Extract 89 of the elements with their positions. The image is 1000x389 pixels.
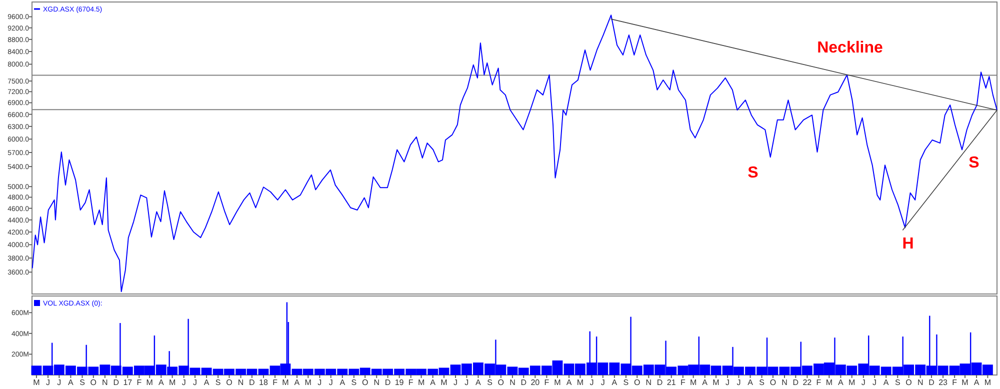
x-tick-label: O bbox=[362, 378, 368, 387]
x-tick-label: 18 bbox=[259, 378, 268, 387]
x-tick-label: A bbox=[566, 378, 572, 387]
x-tick-label: A bbox=[68, 378, 74, 387]
x-tick-label: O bbox=[770, 378, 776, 387]
x-tick-label: 17 bbox=[123, 378, 133, 387]
x-tick-label: M bbox=[576, 378, 584, 387]
x-tick-label: J bbox=[736, 378, 741, 387]
x-tick-label: M bbox=[440, 378, 448, 387]
x-tick-label: F bbox=[544, 378, 550, 387]
x-tick-label: M bbox=[962, 378, 969, 387]
x-tick-label: O bbox=[634, 378, 640, 387]
x-tick-label: M bbox=[712, 378, 720, 387]
x-tick-label: M bbox=[554, 378, 562, 387]
x-tick-label: M bbox=[168, 378, 176, 387]
x-tick-label: O bbox=[90, 378, 97, 387]
x-tick-label: F bbox=[136, 378, 142, 387]
annotation: H bbox=[902, 236, 914, 253]
x-tick-label: J bbox=[318, 378, 322, 387]
x-tick-label: A bbox=[158, 378, 164, 387]
x-tick-label: O bbox=[498, 378, 504, 387]
x-tick-label: J bbox=[57, 378, 62, 387]
x-tick-label: J bbox=[600, 378, 605, 387]
annotation: S bbox=[748, 164, 759, 182]
x-tick-label: N bbox=[238, 378, 244, 387]
x-tick-label: O bbox=[906, 378, 912, 387]
x-tick-label: M bbox=[282, 378, 290, 387]
annotation: Neckline bbox=[817, 40, 884, 57]
x-tick-label: F bbox=[952, 378, 958, 387]
x-tick-label: J bbox=[861, 378, 866, 387]
x-tick-label: J bbox=[328, 378, 333, 387]
x-tick-label: D bbox=[249, 378, 256, 387]
x-tick-label: F bbox=[816, 378, 822, 387]
x-tick-label: A bbox=[294, 378, 300, 387]
x-tick-label: M bbox=[984, 378, 992, 387]
x-tick-label: 21 bbox=[666, 378, 676, 387]
x-tick-label: S bbox=[623, 378, 629, 387]
x-tick-label: J bbox=[872, 378, 877, 387]
x-tick-label: D bbox=[656, 378, 663, 387]
x-tick-label: D bbox=[113, 378, 120, 387]
x-tick-label: S bbox=[894, 378, 900, 387]
x-tick-label: S bbox=[215, 378, 221, 387]
x-tick-label: 23 bbox=[938, 378, 948, 387]
x-tick-label: 19 bbox=[394, 378, 404, 387]
x-tick-label: A bbox=[883, 378, 890, 387]
x-tick-label: S bbox=[759, 378, 764, 387]
x-tick-label: 22 bbox=[802, 378, 812, 387]
x-tick-label: 20 bbox=[530, 378, 540, 387]
x-tick-label: S bbox=[351, 378, 357, 387]
x-tick-label: J bbox=[193, 378, 198, 387]
x-tick-label: F bbox=[408, 378, 414, 387]
x-tick-label: D bbox=[792, 378, 799, 387]
x-tick-label: N bbox=[102, 378, 108, 387]
x-tick-label: A bbox=[340, 378, 346, 387]
x-tick-label: S bbox=[80, 378, 85, 387]
x-tick-label: J bbox=[726, 378, 730, 387]
x-tick-label: J bbox=[182, 378, 186, 387]
x-tick-label: N bbox=[510, 378, 516, 387]
x-tick-label: A bbox=[612, 378, 618, 387]
annotation: S bbox=[968, 154, 980, 172]
x-tick-label: A bbox=[430, 378, 436, 387]
x-tick-label: A bbox=[974, 378, 980, 387]
x-tick-label: J bbox=[454, 378, 458, 387]
x-tick-label: M bbox=[146, 378, 154, 387]
x-tick-label: O bbox=[226, 378, 232, 387]
x-tick-label: N bbox=[917, 378, 924, 387]
x-tick-label: S bbox=[487, 378, 492, 387]
x-tick-label: A bbox=[702, 378, 708, 387]
x-tick-label: D bbox=[928, 378, 935, 387]
x-tick-label: M bbox=[848, 378, 856, 387]
x-tick-label: M bbox=[304, 378, 312, 387]
x-tick-label: M bbox=[33, 378, 40, 387]
x-tick-label: J bbox=[46, 378, 50, 387]
x-tick-label: N bbox=[782, 378, 788, 387]
x-tick-label: M bbox=[690, 378, 697, 387]
x-tick-label: F bbox=[680, 378, 686, 387]
x-tick-label: A bbox=[838, 378, 844, 387]
x-tick-label: M bbox=[418, 378, 425, 387]
x-tick-label: A bbox=[204, 378, 210, 387]
x-tick-label: N bbox=[646, 378, 652, 387]
x-tick-label: J bbox=[590, 378, 594, 387]
x-tick-label: N bbox=[374, 378, 380, 387]
x-tick-label: A bbox=[476, 378, 482, 387]
x-tick-label: D bbox=[384, 378, 391, 387]
x-tick-label: D bbox=[520, 378, 527, 387]
x-tick-label: M bbox=[826, 378, 833, 387]
x-tick-label: J bbox=[464, 378, 469, 387]
x-tick-label: A bbox=[748, 378, 754, 387]
x-tick-label: F bbox=[272, 378, 278, 387]
